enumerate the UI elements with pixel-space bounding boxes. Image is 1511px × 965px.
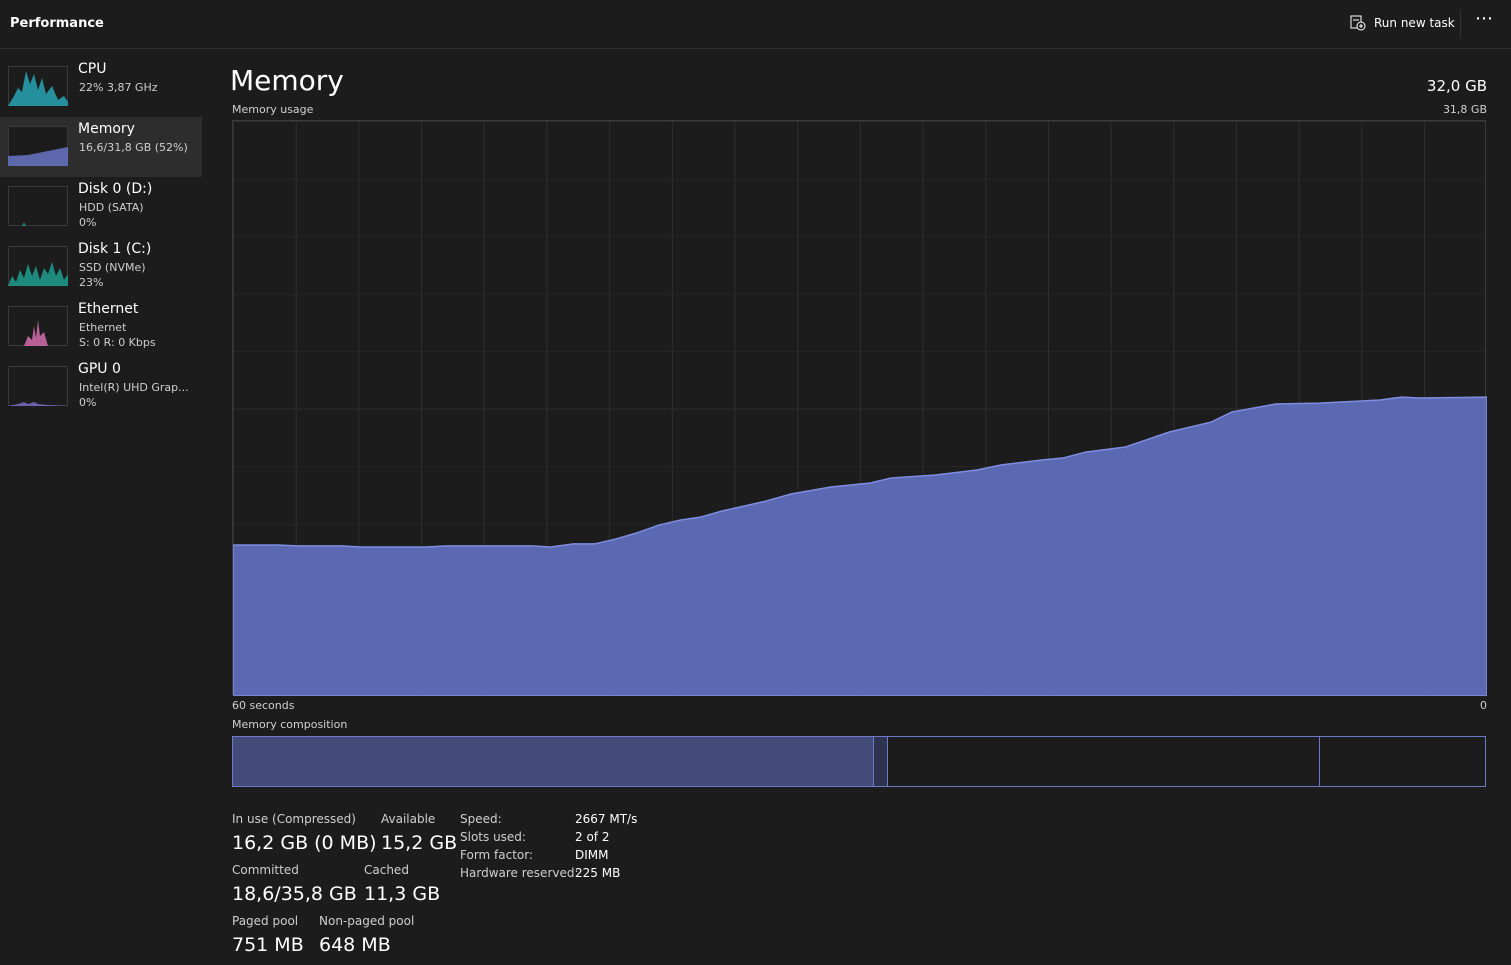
memory-area — [233, 396, 1487, 696]
detail-label: Hardware reserved: — [460, 866, 579, 880]
stat-label: Non-paged pool — [319, 914, 415, 928]
detail-value: 2 of 2 — [575, 830, 610, 844]
separator — [1460, 10, 1461, 38]
detail-value: 2667 MT/s — [575, 812, 638, 826]
item-name: Disk 1 (C:) — [78, 241, 152, 257]
detail-label: Speed: — [460, 812, 502, 826]
more-button[interactable]: ⋯ — [1475, 8, 1493, 29]
item-name: Memory — [78, 121, 135, 137]
sidebar-item[interactable]: Memory 16,6/31,8 GB (52%) — [0, 117, 202, 177]
thumbnail — [8, 246, 68, 286]
modified-segment — [874, 737, 888, 786]
graph-title: Memory usage — [232, 103, 314, 116]
detail-value: 225 MB — [575, 866, 621, 880]
item-detail: Intel(R) UHD Grap... — [79, 381, 189, 394]
sidebar-item[interactable]: Ethernet Ethernet S: 0 R: 0 Kbps — [0, 297, 202, 357]
stat-value: 751 MB — [232, 934, 304, 956]
page-title: Performance — [10, 16, 104, 31]
thumbnail — [8, 306, 68, 346]
total-memory: 32,0 GB — [1426, 77, 1487, 95]
run-task-icon — [1350, 15, 1366, 31]
stat-label: Available — [381, 812, 436, 826]
item-detail: 16,6/31,8 GB (52%) — [79, 141, 188, 154]
item-detail: 0% — [79, 216, 97, 229]
item-name: Disk 0 (D:) — [78, 181, 153, 197]
in-use-segment — [233, 737, 874, 786]
memory-graph — [232, 120, 1487, 696]
title-bar: Performance Run new task ⋯ — [0, 0, 1511, 49]
item-name: GPU 0 — [78, 361, 121, 377]
thumbnail — [8, 186, 68, 226]
item-detail: 23% — [79, 276, 104, 289]
item-detail: SSD (NVMe) — [79, 261, 146, 274]
item-detail: 22% 3,87 GHz — [79, 81, 158, 94]
item-name: CPU — [78, 61, 107, 77]
stat-value: 18,6/35,8 GB — [232, 883, 357, 905]
stat-label: Committed — [232, 863, 299, 877]
sidebar-item[interactable]: CPU 22% 3,87 GHz — [0, 57, 202, 117]
graph-svg — [233, 396, 1487, 696]
section-title: Memory — [230, 64, 344, 97]
run-new-task-button[interactable]: Run new task — [1350, 15, 1455, 31]
item-detail: HDD (SATA) — [79, 201, 144, 214]
thumbnail — [8, 366, 68, 406]
x-tick-label: 0 — [1480, 699, 1487, 712]
stat-label: Paged pool — [232, 914, 299, 928]
sidebar-item[interactable]: Disk 1 (C:) SSD (NVMe) 23% — [0, 237, 202, 297]
thumbnail — [8, 66, 68, 106]
standby-segment — [888, 737, 1320, 786]
y-tick-label: 31,8 GB — [1442, 103, 1487, 116]
composition-bar — [232, 736, 1486, 787]
stat-label: In use (Compressed) — [232, 812, 356, 826]
composition-title: Memory composition — [232, 718, 348, 731]
item-detail: Ethernet — [79, 321, 127, 334]
detail-value: DIMM — [575, 848, 609, 862]
item-detail: S: 0 R: 0 Kbps — [79, 336, 156, 349]
item-name: Ethernet — [78, 301, 139, 317]
stat-value: 648 MB — [319, 934, 391, 956]
detail-label: Form factor: — [460, 848, 534, 862]
sidebar-item[interactable]: GPU 0 Intel(R) UHD Grap... 0% — [0, 357, 202, 417]
stat-value: 16,2 GB (0 MB) — [232, 832, 377, 854]
item-detail: 0% — [79, 396, 97, 409]
x-tick-label: 60 seconds — [232, 699, 295, 712]
run-task-label: Run new task — [1374, 16, 1455, 30]
thumbnail — [8, 126, 68, 166]
detail-label: Slots used: — [460, 830, 526, 844]
stat-label: Cached — [364, 863, 409, 877]
sidebar-item[interactable]: Disk 0 (D:) HDD (SATA) 0% — [0, 177, 202, 237]
stat-value: 11,3 GB — [364, 883, 441, 905]
stat-value: 15,2 GB — [381, 832, 458, 854]
